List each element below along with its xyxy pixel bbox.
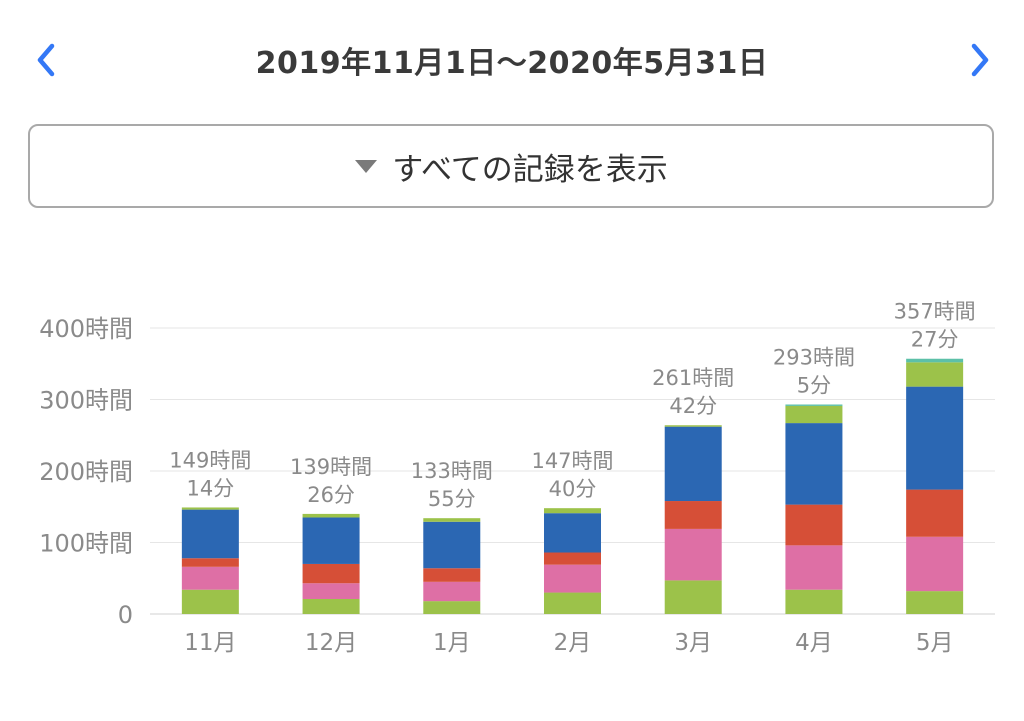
bar-segment xyxy=(664,580,722,614)
x-tick-label: 4月 xyxy=(795,630,833,656)
total-minutes-label: 14分 xyxy=(186,476,234,500)
bar-segment xyxy=(181,589,239,614)
total-minutes-label: 40分 xyxy=(549,477,597,501)
bar-segment xyxy=(785,589,843,614)
bar-segment xyxy=(664,501,722,529)
y-tick-label: 200時間 xyxy=(39,458,133,486)
bar-segment xyxy=(423,581,481,602)
x-tick-label: 3月 xyxy=(674,630,712,656)
bar-segment xyxy=(302,598,360,614)
bar-segment xyxy=(906,362,964,387)
bar-segment xyxy=(181,558,239,567)
total-hours-label: 139時間 xyxy=(290,455,372,479)
bar-segment xyxy=(785,504,843,546)
bar-segment xyxy=(664,528,722,581)
total-minutes-label: 55分 xyxy=(428,487,476,511)
bar-segment xyxy=(544,513,601,553)
bar-segment xyxy=(906,386,964,490)
total-hours-label: 149時間 xyxy=(169,448,251,472)
y-tick-label: 0 xyxy=(118,601,133,629)
date-range-title: 2019年11月1日〜2020年5月31日 xyxy=(255,46,769,81)
bar-segment xyxy=(544,508,601,514)
x-tick-label: 11月 xyxy=(184,630,236,656)
bar-segment xyxy=(906,591,964,614)
show-all-records-button[interactable]: すべての記録を表示 xyxy=(28,124,994,208)
next-period-button[interactable] xyxy=(958,36,1002,84)
bar-segment xyxy=(664,425,722,427)
bar-segment xyxy=(906,489,964,537)
x-tick-label: 12月 xyxy=(305,630,357,656)
bar-segment xyxy=(423,601,481,614)
header: 2019年11月1日〜2020年5月31日 xyxy=(0,0,1024,118)
bar-segment xyxy=(302,563,360,584)
total-hours-label: 293時間 xyxy=(773,346,855,370)
total-minutes-label: 27分 xyxy=(911,328,959,352)
bar-segment xyxy=(785,423,843,505)
bar-segment xyxy=(181,509,239,559)
bar-segment xyxy=(302,583,360,599)
bar-segment xyxy=(664,426,722,502)
total-minutes-label: 26分 xyxy=(307,483,355,507)
y-tick-label: 300時間 xyxy=(39,387,133,415)
y-tick-label: 400時間 xyxy=(39,315,133,343)
bar-segment xyxy=(423,518,481,522)
total-hours-label: 261時間 xyxy=(652,366,734,390)
bar-segment xyxy=(785,404,843,406)
x-tick-label: 1月 xyxy=(433,630,471,656)
bar-segment xyxy=(181,507,239,510)
x-tick-label: 5月 xyxy=(916,630,954,656)
chevron-right-icon xyxy=(971,43,989,77)
triangle-down-icon xyxy=(355,160,378,173)
total-hours-label: 357時間 xyxy=(894,300,976,324)
bar-segment xyxy=(906,536,964,592)
bar-segment xyxy=(302,513,360,518)
bar-segment xyxy=(544,552,601,565)
filter-label: すべての記録を表示 xyxy=(392,151,668,188)
bar-segment xyxy=(302,517,360,564)
x-tick-label: 2月 xyxy=(554,630,592,656)
bar-segment xyxy=(423,521,481,569)
chevron-left-icon xyxy=(37,43,55,77)
prev-period-button[interactable] xyxy=(24,36,68,84)
bar-segment xyxy=(785,545,843,590)
bar-segment xyxy=(181,566,239,590)
bar-segment xyxy=(785,405,843,424)
total-hours-label: 133時間 xyxy=(411,459,493,483)
bar-segment xyxy=(906,358,964,363)
bar-segment xyxy=(423,568,481,582)
total-minutes-label: 42分 xyxy=(669,394,717,418)
bar-segment xyxy=(544,564,601,593)
y-tick-label: 100時間 xyxy=(39,530,133,558)
monthly-hours-chart: 0 100時間 200時間 300時間 400時間 149時間 14分 11月 139時間 26分… xyxy=(39,300,995,656)
total-hours-label: 147時間 xyxy=(531,449,613,473)
total-minutes-label: 5分 xyxy=(797,374,831,398)
bar-segment xyxy=(544,592,601,614)
